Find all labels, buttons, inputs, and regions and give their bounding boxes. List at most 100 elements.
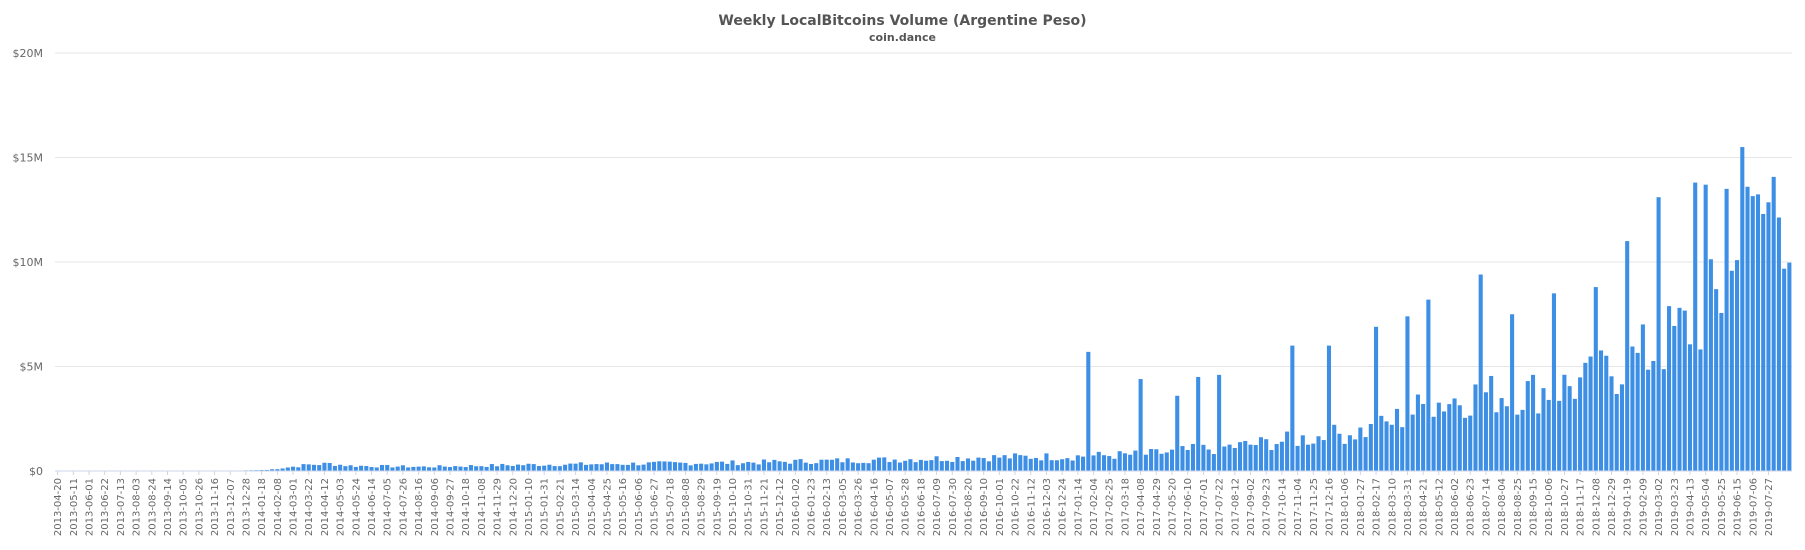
bar[interactable] [662, 461, 667, 471]
bar[interactable] [1295, 445, 1300, 471]
bar[interactable] [1782, 268, 1787, 471]
bar[interactable] [829, 459, 834, 471]
bar[interactable] [1431, 416, 1436, 471]
bar[interactable] [772, 459, 777, 471]
bar[interactable] [1217, 374, 1222, 471]
bar[interactable] [636, 465, 641, 471]
bar[interactable] [1374, 326, 1379, 471]
bar[interactable] [1436, 402, 1441, 471]
bar[interactable] [1530, 374, 1536, 471]
bar[interactable] [1081, 456, 1086, 471]
bar[interactable] [835, 458, 840, 471]
bar[interactable] [421, 466, 426, 471]
bar[interactable] [1593, 287, 1598, 471]
bar[interactable] [850, 462, 855, 471]
bar[interactable] [1415, 394, 1420, 471]
bar[interactable] [1248, 444, 1253, 471]
bar[interactable] [934, 456, 939, 471]
bar[interactable] [1201, 444, 1206, 471]
bar[interactable] [751, 462, 756, 471]
bar[interactable] [819, 459, 824, 471]
bar[interactable] [1175, 395, 1180, 471]
bar[interactable] [474, 466, 479, 471]
bar[interactable] [531, 464, 536, 471]
bar[interactable] [395, 466, 400, 471]
bar[interactable] [971, 460, 976, 471]
bar[interactable] [1583, 362, 1588, 471]
bar[interactable] [788, 463, 793, 471]
bar[interactable] [1227, 444, 1232, 471]
bar[interactable] [1018, 455, 1023, 471]
bar[interactable] [1494, 412, 1499, 471]
bar[interactable] [1766, 202, 1771, 472]
bar[interactable] [521, 465, 526, 471]
bar[interactable] [1054, 460, 1059, 471]
bar[interactable] [1332, 424, 1337, 471]
bar[interactable] [667, 461, 672, 471]
bar[interactable] [1122, 453, 1127, 471]
bar[interactable] [1661, 369, 1666, 471]
bar[interactable] [1510, 314, 1515, 471]
bar[interactable] [458, 466, 463, 471]
bar[interactable] [489, 464, 494, 471]
bar[interactable] [479, 466, 484, 471]
bar[interactable] [547, 464, 552, 471]
bar[interactable] [1138, 379, 1143, 471]
bar[interactable] [913, 462, 918, 471]
bar[interactable] [270, 469, 275, 471]
bar[interactable] [317, 465, 322, 471]
bar[interactable] [1504, 406, 1509, 471]
bar[interactable] [939, 461, 944, 471]
bar[interactable] [1028, 458, 1033, 471]
bar[interactable] [468, 465, 473, 471]
bar[interactable] [1358, 427, 1363, 471]
bar[interactable] [1253, 445, 1258, 471]
bar[interactable] [385, 464, 390, 471]
bar[interactable] [416, 466, 421, 471]
bar[interactable] [887, 462, 892, 471]
bar[interactable] [296, 467, 301, 471]
bar[interactable] [824, 459, 829, 471]
bar[interactable] [1609, 376, 1614, 471]
bar[interactable] [1002, 455, 1007, 471]
bar[interactable] [542, 465, 547, 471]
bar[interactable] [1515, 414, 1520, 471]
bar[interactable] [856, 463, 861, 471]
bar[interactable] [1070, 460, 1075, 472]
bar[interactable] [620, 464, 625, 471]
bar[interactable] [1405, 316, 1410, 471]
bar[interactable] [1635, 352, 1640, 471]
bar[interactable] [1196, 376, 1201, 471]
bar[interactable] [1489, 375, 1494, 471]
bar[interactable] [1321, 440, 1326, 471]
bar[interactable] [390, 467, 395, 471]
bar[interactable] [432, 467, 437, 471]
bar[interactable] [322, 462, 327, 471]
bar[interactable] [1557, 400, 1562, 471]
bar[interactable] [1473, 384, 1478, 471]
bar[interactable] [1326, 345, 1332, 471]
bar[interactable] [767, 462, 772, 471]
bar[interactable] [803, 462, 808, 471]
bar[interactable] [427, 467, 432, 471]
bar[interactable] [552, 466, 557, 471]
bar[interactable] [688, 465, 693, 471]
bar[interactable] [1708, 259, 1713, 471]
bar[interactable] [1279, 441, 1284, 471]
bar[interactable] [1536, 413, 1541, 471]
bar[interactable] [924, 460, 929, 471]
bar[interactable] [1311, 443, 1316, 471]
bar[interactable] [1211, 454, 1216, 471]
bar[interactable] [1086, 351, 1091, 471]
bar[interactable] [594, 464, 599, 471]
bar[interactable] [876, 457, 882, 471]
bar[interactable] [699, 463, 704, 471]
bar[interactable] [1578, 377, 1583, 471]
bar[interactable] [976, 457, 981, 471]
bar[interactable] [1274, 444, 1279, 471]
bar[interactable] [1750, 196, 1755, 471]
bar[interactable] [563, 464, 568, 471]
bar[interactable] [1614, 394, 1619, 471]
bar[interactable] [955, 456, 960, 471]
bar[interactable] [1290, 345, 1295, 471]
